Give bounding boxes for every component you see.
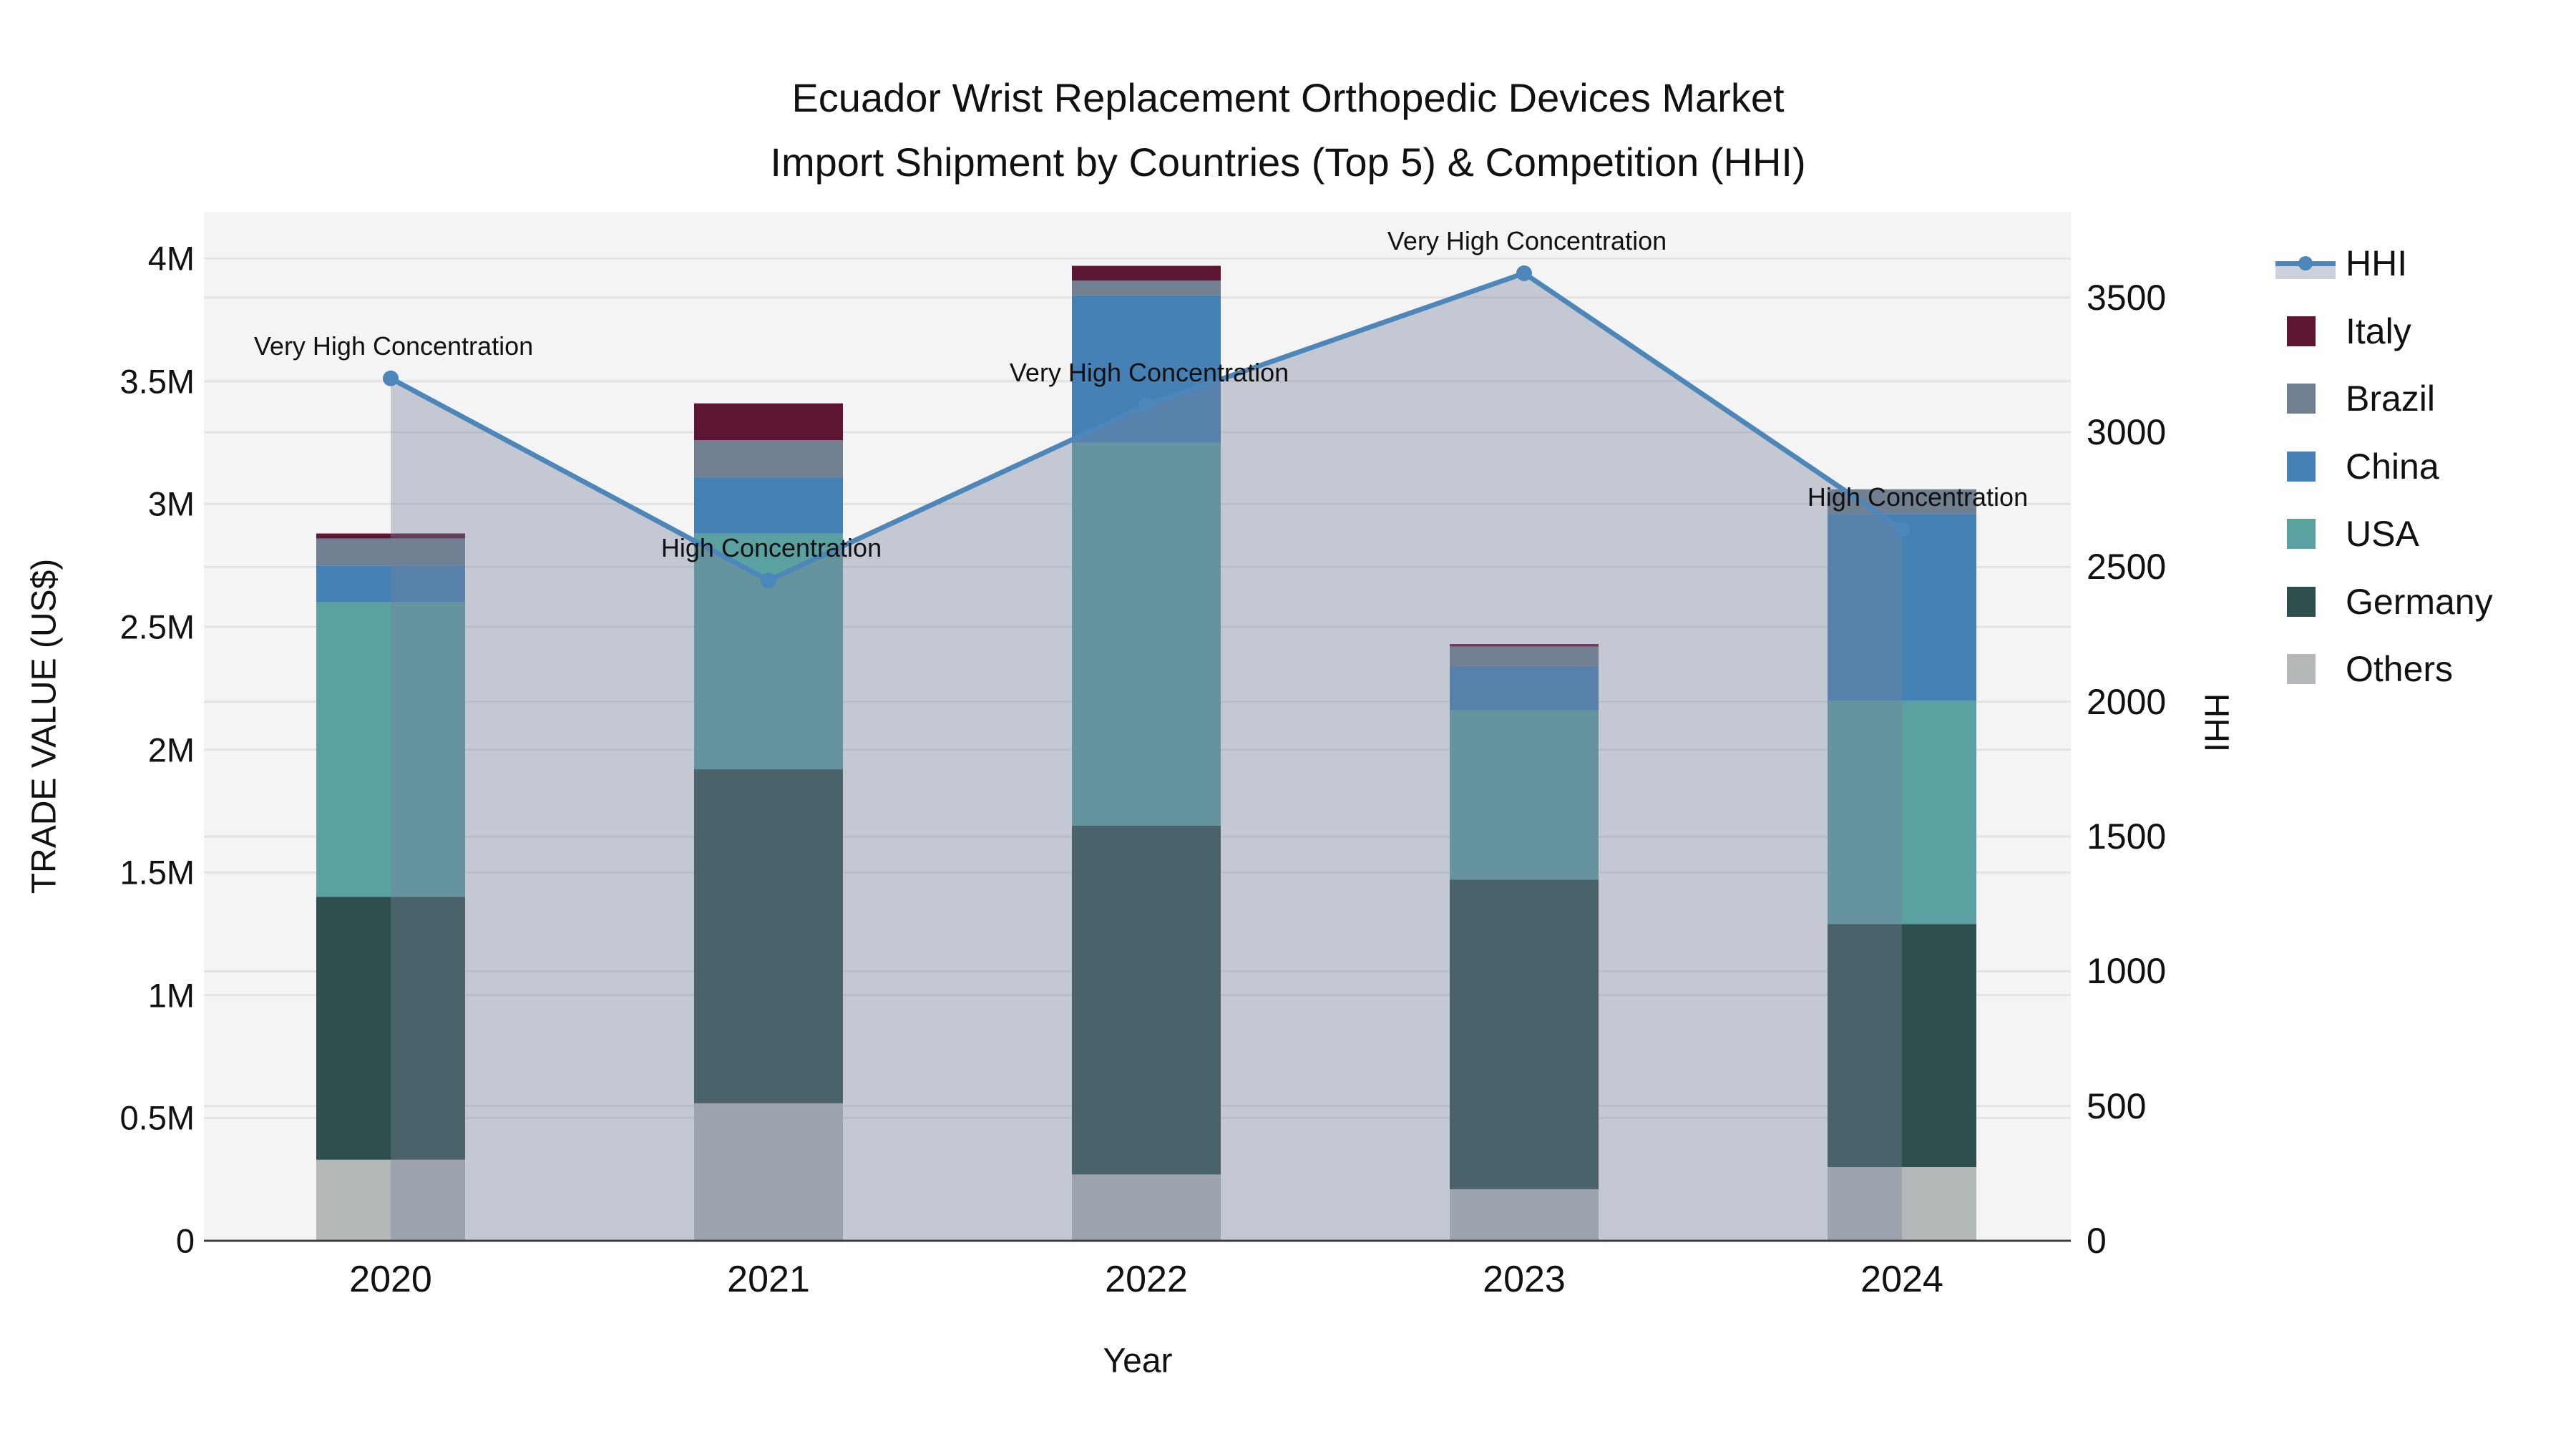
- annotation-2022: Very High Concentration: [1009, 358, 1289, 388]
- x-tick-2023: 2023: [1483, 1259, 1566, 1300]
- y-right-tick-3500: 3500: [2087, 277, 2167, 318]
- legend-item-germany[interactable]: Germany: [2275, 573, 2493, 630]
- bar-segment-china-2021[interactable]: [694, 477, 843, 534]
- legend-label-brazil: Brazil: [2346, 379, 2436, 419]
- color-swatch-icon: [2287, 451, 2316, 482]
- x-tick-2021: 2021: [727, 1259, 810, 1300]
- y-left-tick-2M: 2M: [147, 731, 195, 769]
- bar-segment-italy-2020[interactable]: [316, 533, 465, 539]
- color-swatch-icon: [2287, 586, 2316, 617]
- y-left-tick-3M: 3M: [147, 484, 195, 523]
- legend-swatch-germany: [2275, 573, 2336, 630]
- legend-item-china[interactable]: China: [2275, 438, 2439, 495]
- legend-item-italy[interactable]: Italy: [2275, 303, 2411, 360]
- bar-segment-usa-2023[interactable]: [1450, 710, 1599, 880]
- hhi-line-swatch-icon: [2275, 235, 2336, 292]
- legend-label-china: China: [2346, 446, 2439, 487]
- bar-segment-others-2020[interactable]: [316, 1159, 465, 1241]
- color-swatch-icon: [2287, 316, 2316, 346]
- color-swatch-icon: [2287, 384, 2316, 414]
- x-tick-2020: 2020: [349, 1259, 432, 1300]
- bar-segment-others-2022[interactable]: [1072, 1174, 1221, 1241]
- hhi-area-fill: [391, 273, 1902, 1241]
- bar-segment-usa-2022[interactable]: [1072, 442, 1221, 826]
- legend-swatch-usa: [2275, 505, 2336, 562]
- bar-segment-usa-2024[interactable]: [1828, 700, 1976, 924]
- y-axis-left-title: TRADE VALUE (US$): [25, 558, 64, 894]
- y-left-tick-1M: 1M: [147, 976, 195, 1015]
- y-right-tick-2000: 2000: [2087, 681, 2167, 722]
- hhi-area-swatch: [2275, 263, 2336, 279]
- bar-segment-others-2023[interactable]: [1450, 1189, 1599, 1241]
- bar-segment-italy-2023[interactable]: [1450, 644, 1599, 647]
- hhi-marker-2020[interactable]: [383, 370, 399, 386]
- hhi-marker-2022[interactable]: [1138, 397, 1154, 414]
- y-right-tick-0: 0: [2087, 1221, 2107, 1261]
- legend-label-germany: Germany: [2346, 581, 2493, 622]
- legend-swatch-china: [2275, 438, 2336, 495]
- bar-segment-others-2021[interactable]: [694, 1103, 843, 1241]
- bar-segment-germany-2021[interactable]: [694, 769, 843, 1103]
- x-axis-title: Year: [1103, 1342, 1173, 1380]
- y-right-tick-2500: 2500: [2087, 547, 2167, 587]
- y-left-tick-0.5M: 0.5M: [119, 1098, 195, 1137]
- legend-item-brazil[interactable]: Brazil: [2275, 370, 2435, 427]
- bar-segment-china-2020[interactable]: [316, 565, 465, 602]
- bar-segment-germany-2024[interactable]: [1828, 924, 1976, 1168]
- bar-segment-brazil-2020[interactable]: [316, 538, 465, 566]
- bar-segment-usa-2020[interactable]: [316, 602, 465, 897]
- bar-segment-brazil-2023[interactable]: [1450, 646, 1599, 666]
- legend-label-others: Others: [2346, 649, 2454, 689]
- annotation-2023: Very High Concentration: [1387, 225, 1667, 255]
- legend-item-usa[interactable]: USA: [2275, 505, 2419, 562]
- bar-segment-italy-2022[interactable]: [1072, 265, 1221, 281]
- hhi-marker-2023[interactable]: [1516, 265, 1532, 281]
- annotation-2021: High Concentration: [660, 533, 882, 563]
- legend-swatch-brazil: [2275, 370, 2336, 427]
- bar-segment-brazil-2022[interactable]: [1072, 280, 1221, 296]
- color-swatch-icon: [2287, 654, 2316, 684]
- legend-swatch-italy: [2275, 303, 2336, 360]
- annotation-2024: High Concentration: [1807, 482, 2029, 512]
- y-right-tick-1000: 1000: [2087, 951, 2167, 992]
- y-right-tick-1500: 1500: [2087, 816, 2167, 857]
- bar-segment-china-2024[interactable]: [1828, 514, 1976, 701]
- y-left-tick-4M: 4M: [147, 239, 195, 278]
- y-right-tick-500: 500: [2087, 1085, 2147, 1126]
- hhi-marker-glyph: [2298, 256, 2313, 270]
- legend-label-usa: USA: [2346, 514, 2419, 554]
- y-axis-right-title: HHI: [2197, 693, 2235, 753]
- bar-segment-germany-2023[interactable]: [1450, 879, 1599, 1189]
- hhi-marker-2021[interactable]: [761, 572, 776, 589]
- annotation-2020: Very High Concentration: [253, 331, 534, 361]
- legend-item-hhi[interactable]: HHI: [2275, 235, 2407, 292]
- chart-title-line1: Ecuador Wrist Replacement Orthopedic Dev…: [791, 75, 1785, 120]
- color-swatch-icon: [2287, 519, 2316, 549]
- bar-segment-germany-2020[interactable]: [316, 897, 465, 1160]
- bar-segment-others-2024[interactable]: [1828, 1167, 1976, 1241]
- legend-swatch-others: [2275, 640, 2336, 698]
- y-left-tick-0: 0: [175, 1221, 195, 1260]
- legend-item-others[interactable]: Others: [2275, 640, 2453, 698]
- chart-title-line2: Import Shipment by Countries (Top 5) & C…: [770, 140, 1806, 185]
- y-left-tick-2.5M: 2.5M: [119, 608, 195, 646]
- x-tick-2024: 2024: [1860, 1259, 1943, 1300]
- hhi-marker-2024[interactable]: [1894, 521, 1910, 537]
- y-right-tick-3000: 3000: [2087, 412, 2167, 453]
- bar-segment-china-2022[interactable]: [1072, 295, 1221, 443]
- legend-label-hhi: HHI: [2346, 243, 2408, 283]
- bar-segment-brazil-2021[interactable]: [694, 440, 843, 477]
- legend-label-italy: Italy: [2346, 311, 2411, 351]
- chart-title: Ecuador Wrist Replacement Orthopedic Dev…: [0, 66, 2576, 195]
- bar-segment-italy-2021[interactable]: [694, 403, 843, 441]
- x-tick-2022: 2022: [1105, 1259, 1188, 1300]
- bar-segment-china-2023[interactable]: [1450, 665, 1599, 711]
- y-left-tick-1.5M: 1.5M: [119, 853, 195, 892]
- bar-segment-germany-2022[interactable]: [1072, 825, 1221, 1175]
- y-left-tick-3.5M: 3.5M: [119, 362, 195, 401]
